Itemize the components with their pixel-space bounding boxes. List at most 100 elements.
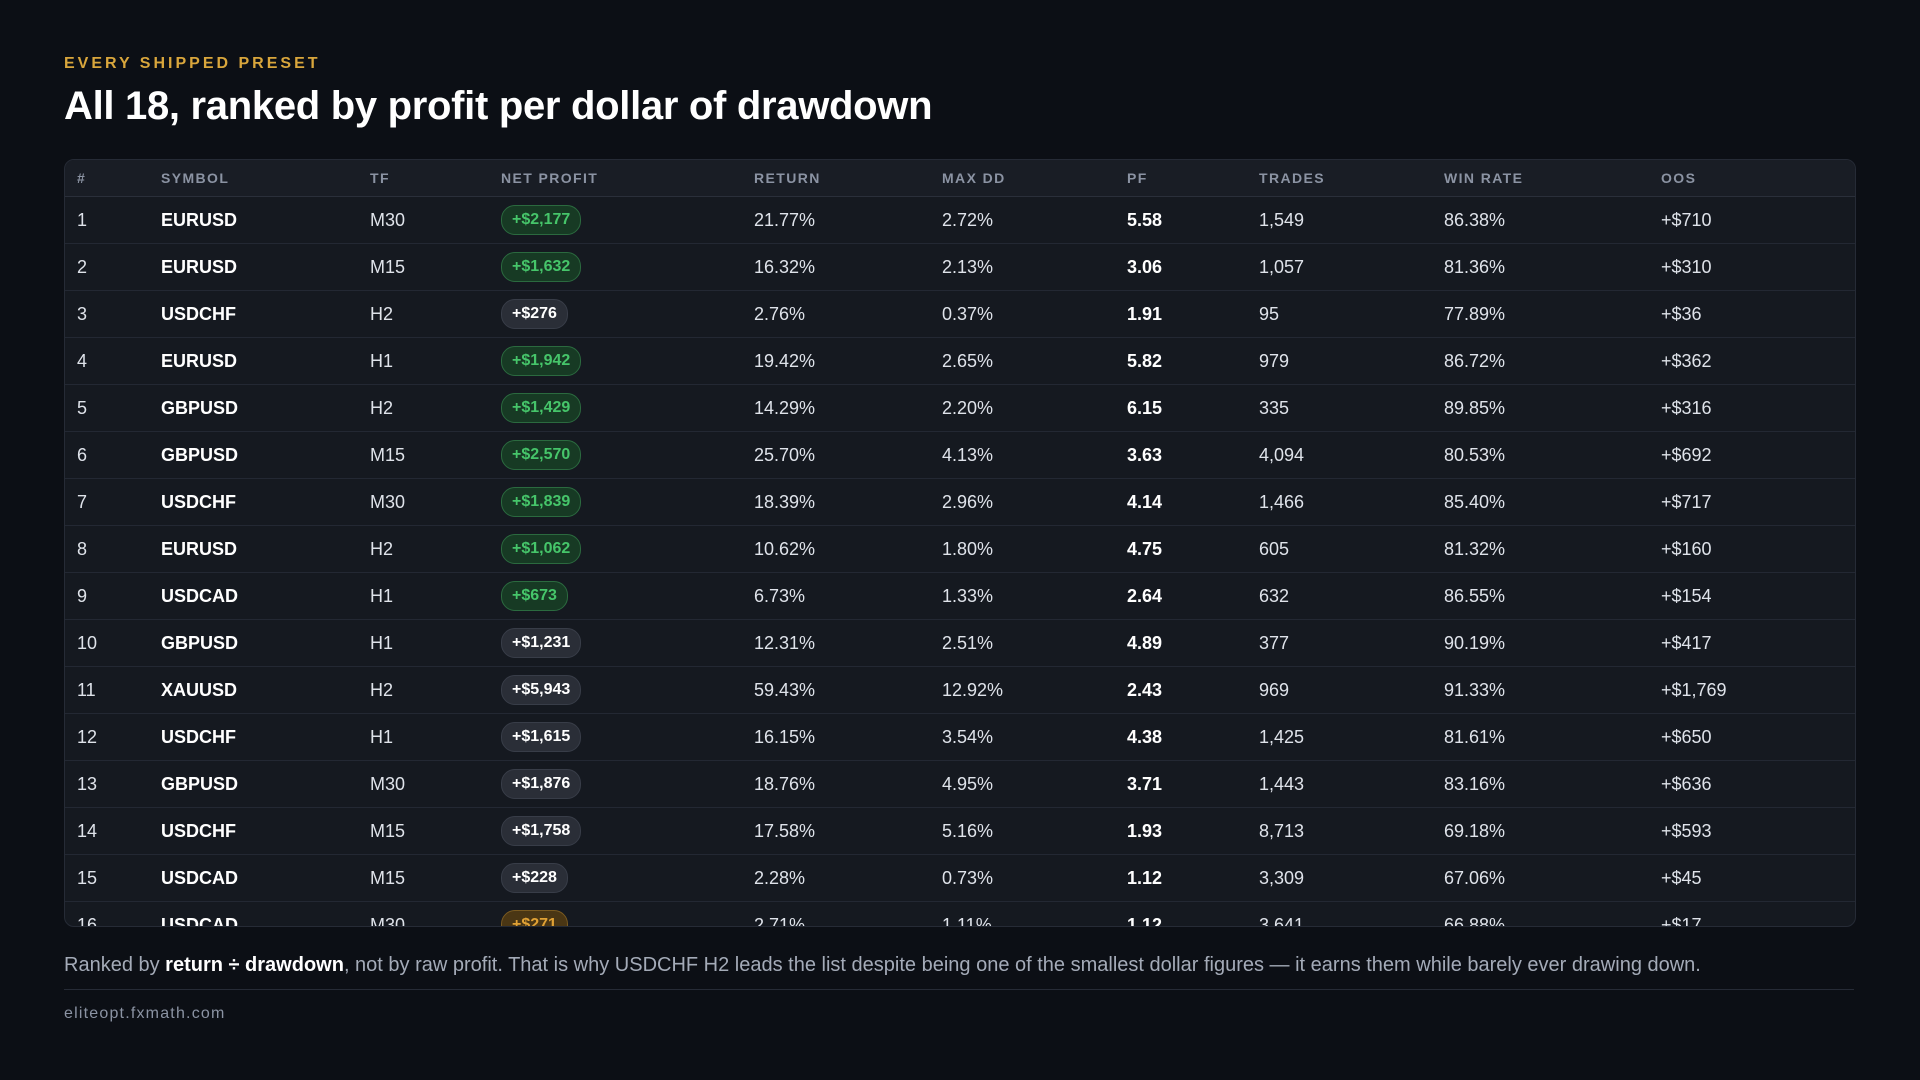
ranking-note: Ranked by return ÷ drawdown, not by raw … <box>64 954 1854 990</box>
table-row[interactable]: 5 GBPUSD H2 +$1,429 14.29% 2.20% 6.15 335 89.85%… <box>65 384 1855 432</box>
cell-win-rate: 86.55% <box>1444 572 1661 620</box>
cell-max-dd: 2.96% <box>942 478 1127 526</box>
table-row[interactable]: 4 EURUSD H1 +$1,942 19.42% 2.65% 5.82 979 86.72%… <box>65 337 1855 385</box>
cell-return: 2.76% <box>754 290 942 338</box>
cell-pf: 4.14 <box>1127 478 1259 526</box>
table-row[interactable]: 3 USDCHF H2 +$276 2.76% 0.37% 1.91 95 77.89% +$36 <box>65 290 1855 338</box>
table-row[interactable]: 14 USDCHF M15 +$1,758 17.58% 5.16% 1.93 8,713 69… <box>65 807 1855 855</box>
cell-max-dd: 1.11% <box>942 901 1127 926</box>
cell-net-profit: +$1,615 <box>501 713 754 761</box>
cell-win-rate: 81.61% <box>1444 713 1661 761</box>
cell-trades: 1,443 <box>1259 760 1444 808</box>
table-row[interactable]: 16 USDCAD M30 +$271 2.71% 1.11% 1.12 3,641 66.88… <box>65 901 1855 926</box>
cell-pf: 4.89 <box>1127 619 1259 667</box>
cell-net-profit: +$1,632 <box>501 243 754 291</box>
cell-max-dd: 12.92% <box>942 666 1127 714</box>
cell-tf: H1 <box>370 619 501 667</box>
cell-tf: M15 <box>370 431 501 479</box>
cell-tf: M15 <box>370 854 501 902</box>
cell-symbol: USDCAD <box>161 572 370 620</box>
column-header-net-profit[interactable]: NET PROFIT <box>501 160 754 197</box>
cell-net-profit: +$1,429 <box>501 384 754 432</box>
cell-tf: H1 <box>370 337 501 385</box>
column-header-win-rate[interactable]: WIN RATE <box>1444 160 1661 197</box>
cell-win-rate: 66.88% <box>1444 901 1661 926</box>
cell-rank: 14 <box>65 807 161 855</box>
table-row[interactable]: 6 GBPUSD M15 +$2,570 25.70% 4.13% 3.63 4,094 80.… <box>65 431 1855 479</box>
cell-return: 6.73% <box>754 572 942 620</box>
cell-pf: 2.64 <box>1127 572 1259 620</box>
column-header-tf[interactable]: TF <box>370 160 501 197</box>
cell-net-profit: +$1,062 <box>501 525 754 573</box>
cell-oos: +$362 <box>1661 337 1855 385</box>
cell-max-dd: 2.65% <box>942 337 1127 385</box>
cell-symbol: EURUSD <box>161 196 370 244</box>
cell-win-rate: 85.40% <box>1444 478 1661 526</box>
table-row[interactable]: 7 USDCHF M30 +$1,839 18.39% 2.96% 4.14 1,466 85.… <box>65 478 1855 526</box>
cell-rank: 12 <box>65 713 161 761</box>
cell-pf: 1.12 <box>1127 901 1259 926</box>
cell-oos: +$417 <box>1661 619 1855 667</box>
cell-net-profit: +$276 <box>501 290 754 338</box>
cell-pf: 4.75 <box>1127 525 1259 573</box>
footer-site-link[interactable]: eliteopt.fxmath.com <box>64 1005 226 1022</box>
note-suffix: , not by raw profit. That is why USDCHF … <box>343 954 1701 976</box>
cell-rank: 5 <box>65 384 161 432</box>
presets-table: # SYMBOL TF NET PROFIT RETURN MAX DD PF … <box>65 160 1855 926</box>
table-row[interactable]: 2 EURUSD M15 +$1,632 16.32% 2.13% 3.06 1,057 81.… <box>65 243 1855 291</box>
cell-net-profit: +$2,177 <box>501 196 754 244</box>
cell-rank: 1 <box>65 196 161 244</box>
cell-max-dd: 3.54% <box>942 713 1127 761</box>
cell-rank: 15 <box>65 854 161 902</box>
cell-pf: 6.15 <box>1127 384 1259 432</box>
cell-trades: 632 <box>1259 572 1444 620</box>
cell-oos: +$36 <box>1661 290 1855 338</box>
column-header-max-dd[interactable]: MAX DD <box>942 160 1127 197</box>
net-profit-badge: +$1,429 <box>501 393 582 423</box>
column-header-symbol[interactable]: SYMBOL <box>161 160 370 197</box>
cell-return: 16.32% <box>754 243 942 291</box>
cell-rank: 3 <box>65 290 161 338</box>
cell-trades: 4,094 <box>1259 431 1444 479</box>
cell-pf: 1.93 <box>1127 807 1259 855</box>
cell-symbol: USDCHF <box>161 478 370 526</box>
cell-oos: +$717 <box>1661 478 1855 526</box>
cell-return: 12.31% <box>754 619 942 667</box>
net-profit-badge: +$2,570 <box>501 440 582 470</box>
table-row[interactable]: 11 XAUUSD H2 +$5,943 59.43% 12.92% 2.43 969 91.3… <box>65 666 1855 714</box>
cell-win-rate: 83.16% <box>1444 760 1661 808</box>
cell-rank: 7 <box>65 478 161 526</box>
column-header-oos[interactable]: OOS <box>1661 160 1855 197</box>
presets-table-card: # SYMBOL TF NET PROFIT RETURN MAX DD PF … <box>64 159 1856 927</box>
cell-symbol: USDCAD <box>161 854 370 902</box>
cell-trades: 95 <box>1259 290 1444 338</box>
cell-max-dd: 0.37% <box>942 290 1127 338</box>
net-profit-badge: +$5,943 <box>501 675 582 705</box>
table-row[interactable]: 13 GBPUSD M30 +$1,876 18.76% 4.95% 3.71 1,443 83… <box>65 760 1855 808</box>
table-row[interactable]: 1 EURUSD M30 +$2,177 21.77% 2.72% 5.58 1,549 86.… <box>65 196 1855 244</box>
cell-return: 19.42% <box>754 337 942 385</box>
cell-pf: 5.82 <box>1127 337 1259 385</box>
column-header-return[interactable]: RETURN <box>754 160 942 197</box>
column-header-rank[interactable]: # <box>65 160 161 197</box>
table-row[interactable]: 15 USDCAD M15 +$228 2.28% 0.73% 1.12 3,309 67.06… <box>65 854 1855 902</box>
net-profit-badge: +$2,177 <box>501 205 582 235</box>
cell-oos: +$160 <box>1661 525 1855 573</box>
cell-max-dd: 1.80% <box>942 525 1127 573</box>
column-header-pf[interactable]: PF <box>1127 160 1259 197</box>
table-row[interactable]: 10 GBPUSD H1 +$1,231 12.31% 2.51% 4.89 377 90.19… <box>65 619 1855 667</box>
cell-tf: M30 <box>370 760 501 808</box>
cell-rank: 4 <box>65 337 161 385</box>
net-profit-badge: +$228 <box>501 863 568 893</box>
cell-net-profit: +$5,943 <box>501 666 754 714</box>
table-row[interactable]: 12 USDCHF H1 +$1,615 16.15% 3.54% 4.38 1,425 81.… <box>65 713 1855 761</box>
cell-trades: 3,641 <box>1259 901 1444 926</box>
net-profit-badge: +$276 <box>501 299 568 329</box>
cell-symbol: USDCHF <box>161 290 370 338</box>
cell-pf: 2.43 <box>1127 666 1259 714</box>
table-row[interactable]: 8 EURUSD H2 +$1,062 10.62% 1.80% 4.75 605 81.32%… <box>65 525 1855 573</box>
cell-return: 2.71% <box>754 901 942 926</box>
column-header-trades[interactable]: TRADES <box>1259 160 1444 197</box>
table-row[interactable]: 9 USDCAD H1 +$673 6.73% 1.33% 2.64 632 86.55% +$1… <box>65 572 1855 620</box>
